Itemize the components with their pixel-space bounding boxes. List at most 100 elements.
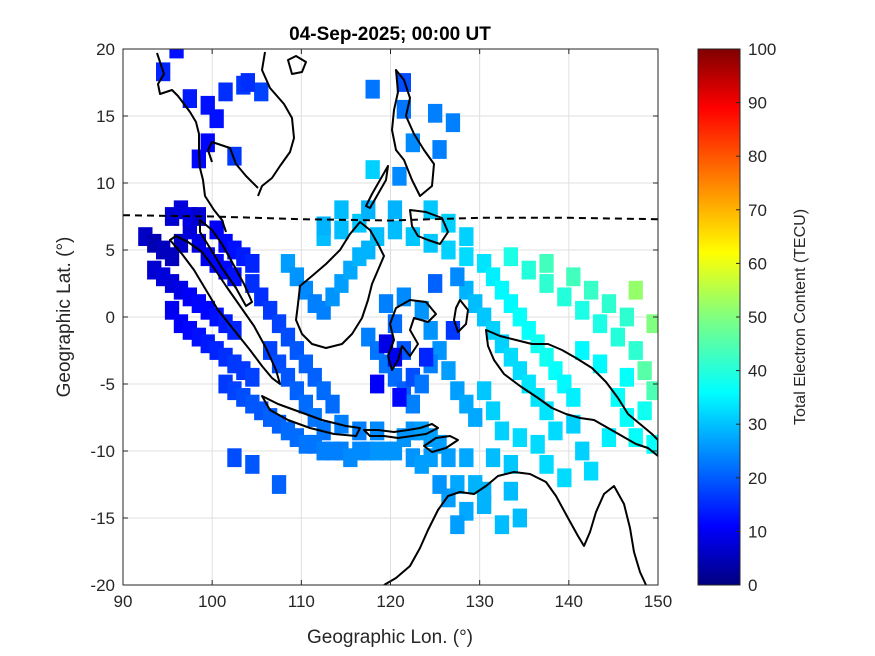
tec-cell: [432, 140, 447, 159]
colorbar-tick-label: 100: [748, 40, 776, 59]
y-axis-ticks: -20 -15 -10 -5 0 5 10 15 20: [90, 40, 658, 595]
tec-cell: [646, 381, 658, 401]
y-tick-label: 20: [96, 40, 115, 59]
coastline-lesser-sunda: [363, 423, 439, 439]
tec-cell: [245, 367, 260, 387]
tec-cell: [370, 227, 385, 246]
tec-cell: [512, 428, 527, 447]
tec-cell: [182, 89, 197, 108]
tec-cell: [392, 166, 407, 186]
tec-cell: [370, 374, 385, 394]
tec-cell: [584, 280, 599, 300]
tec-cell: [441, 361, 456, 380]
tec-cell: [271, 475, 287, 494]
tec-cell: [601, 294, 617, 313]
tec-cell: [628, 280, 643, 300]
coastline-mindanao: [409, 209, 449, 245]
tec-cell: [584, 461, 599, 481]
tec-cell: [334, 200, 349, 220]
tec-cell: [503, 247, 518, 267]
tec-cell: [530, 434, 545, 454]
y-axis-label: Geographic Lat. (°): [54, 237, 75, 398]
colorbar-tick-label: 0: [748, 576, 757, 595]
tec-cell: [601, 428, 617, 447]
tec-cell: [316, 216, 331, 236]
tec-cell: [485, 448, 501, 468]
coastline-mainland-southeast-asia: [156, 52, 227, 233]
tec-cell: [575, 300, 590, 320]
tec-cell: [450, 515, 465, 535]
tec-cell: [450, 267, 465, 287]
tec-cell: [227, 146, 242, 166]
tec-cell: [592, 314, 608, 334]
tec-cell: [592, 354, 608, 374]
tec-cell: [405, 394, 420, 414]
coastline-gulf-thailand: [207, 141, 259, 189]
tec-cell: [387, 347, 403, 367]
x-tick-label: 130: [465, 592, 493, 611]
tec-cell: [245, 254, 260, 273]
x-tick-label: 150: [644, 592, 672, 611]
tec-cell: [503, 455, 518, 474]
x-tick-label: 120: [376, 592, 404, 611]
coastline-new-guinea: [485, 329, 658, 457]
tec-cell: [494, 421, 510, 441]
tec-cell: [539, 455, 554, 474]
coastline-vietnam: [257, 51, 295, 197]
tec-cell: [334, 220, 349, 240]
y-tick-label: 10: [96, 174, 115, 193]
tec-cell: [637, 401, 652, 421]
coastline-palawan: [365, 165, 389, 209]
colorbar-tick-label: 90: [748, 94, 767, 113]
tec-cell: [512, 508, 527, 528]
coastline-sulawesi: [387, 299, 437, 371]
tec-cell: [637, 361, 652, 380]
y-tick-label: 0: [106, 308, 115, 327]
tec-cell: [485, 401, 501, 421]
tec-cell: [227, 448, 242, 468]
tec-cell: [428, 274, 443, 293]
x-tick-label: 90: [114, 592, 133, 611]
y-tick-label: -10: [90, 442, 115, 461]
coastline-sumatra: [169, 235, 281, 385]
tec-cell: [432, 475, 447, 494]
coastline-hainan: [287, 55, 307, 75]
tec-cell: [245, 455, 260, 474]
magnetic-equator-line: [123, 214, 658, 222]
tec-cell: [521, 260, 536, 280]
coastline-australia: [383, 471, 647, 585]
x-axis-ticks: 90 100 110 120 130 140 150: [114, 49, 672, 611]
coastlines: [156, 51, 658, 585]
tec-cell: [441, 448, 456, 468]
tec-cell: [445, 113, 461, 133]
colorbar-tick-label: 70: [748, 201, 767, 220]
tec-cell: [459, 247, 474, 267]
tec-cell: [325, 394, 340, 414]
tec-cell: [503, 481, 518, 501]
x-tick-label: 100: [198, 592, 226, 611]
tec-cell: [459, 448, 474, 468]
tec-cell: [628, 341, 643, 360]
tec-cell: [539, 254, 554, 273]
colorbar-ticks: 0 10 20 30 40 50 60 70 80 90 100: [736, 40, 776, 595]
tec-cell: [169, 49, 184, 59]
x-axis-label: Geographic Lon. (°): [307, 627, 473, 648]
tec-cell: [200, 133, 215, 153]
tec-cell: [405, 133, 420, 153]
tec-cell: [459, 227, 474, 246]
tec-cell: [392, 388, 407, 407]
tec-cell: [539, 274, 554, 293]
colorbar-tick-label: 30: [748, 415, 767, 434]
tec-cell: [566, 414, 581, 434]
tec-cell: [548, 421, 563, 441]
tec-cell: [610, 327, 625, 347]
tec-cell: [494, 515, 510, 535]
tec-cell: [423, 321, 438, 340]
coastline-halmahera: [453, 299, 469, 333]
colorbar-tick-label: 60: [748, 254, 767, 273]
coastline-philippines: [391, 69, 435, 197]
tec-cell: [419, 347, 434, 367]
y-tick-label: -5: [100, 375, 115, 394]
colorbar-tick-label: 10: [748, 522, 767, 541]
